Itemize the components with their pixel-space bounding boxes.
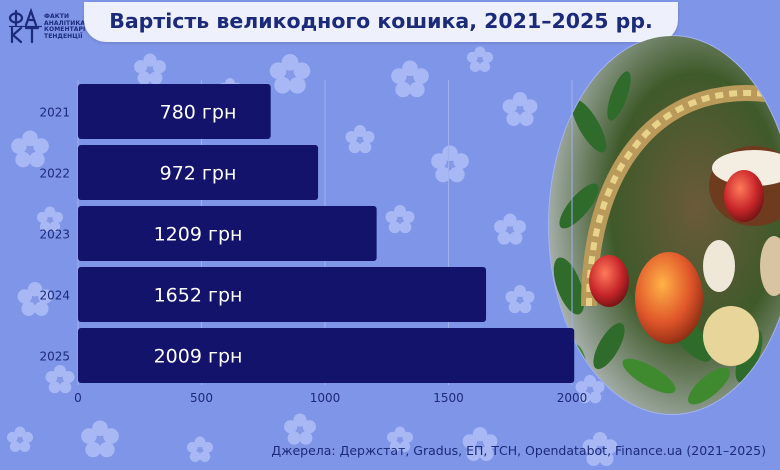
bar-data-label: 2009 грн: [154, 346, 243, 368]
bar-2025: [78, 328, 575, 383]
chart-title: Вартість великодного кошика, 2021–2025 р…: [109, 9, 653, 33]
title-banner: Вартість великодного кошика, 2021–2025 р…: [84, 2, 678, 42]
x-tick-label: 2000: [557, 391, 588, 405]
category-labels: 2021 2022 2023 2024 2025: [39, 106, 70, 364]
x-tick-label: 1000: [310, 391, 341, 405]
bar-data-label: 780 грн: [160, 102, 237, 124]
bar-data-label: 972 грн: [160, 163, 237, 185]
easter-basket-photo: [549, 36, 780, 414]
x-tick-label: 500: [190, 391, 213, 405]
category-label: 2022: [39, 167, 70, 181]
brand-logo: Факти Аналітика Коментарі Тенденції: [8, 8, 88, 44]
bar-data-label: 1652 грн: [154, 285, 243, 307]
source-note: Джерела: Держстат, Gradus, ЕП, ТСН, Open…: [271, 443, 766, 458]
category-label: 2023: [39, 228, 70, 242]
category-label: 2025: [39, 350, 70, 364]
category-label: 2021: [39, 106, 70, 120]
logo-tagline-line: Тенденції: [44, 32, 83, 40]
logo-tagline-line: Факти: [44, 13, 70, 20]
x-tick-label: 1500: [433, 391, 464, 405]
x-tick-label: 0: [74, 391, 82, 405]
logo-tagline-line: Коментарі: [44, 26, 86, 34]
logo-tagline-line: Аналітика: [44, 19, 86, 27]
x-axis-ticks: 0 500 1000 1500 2000: [74, 391, 587, 405]
category-label: 2024: [39, 289, 70, 303]
bar-data-label: 1209 грн: [154, 224, 243, 246]
bar-2024: [78, 267, 487, 322]
logo-tagline: Факти Аналітика Коментарі Тенденції: [44, 13, 90, 40]
fakt-logo-icon: [8, 8, 42, 44]
bars: 780 грн 972 грн 1209 грн 1652 грн 2009 грн: [78, 84, 575, 383]
bar-2023: [78, 206, 377, 261]
bar-2022: [78, 145, 319, 200]
bar-2021: [78, 84, 271, 139]
